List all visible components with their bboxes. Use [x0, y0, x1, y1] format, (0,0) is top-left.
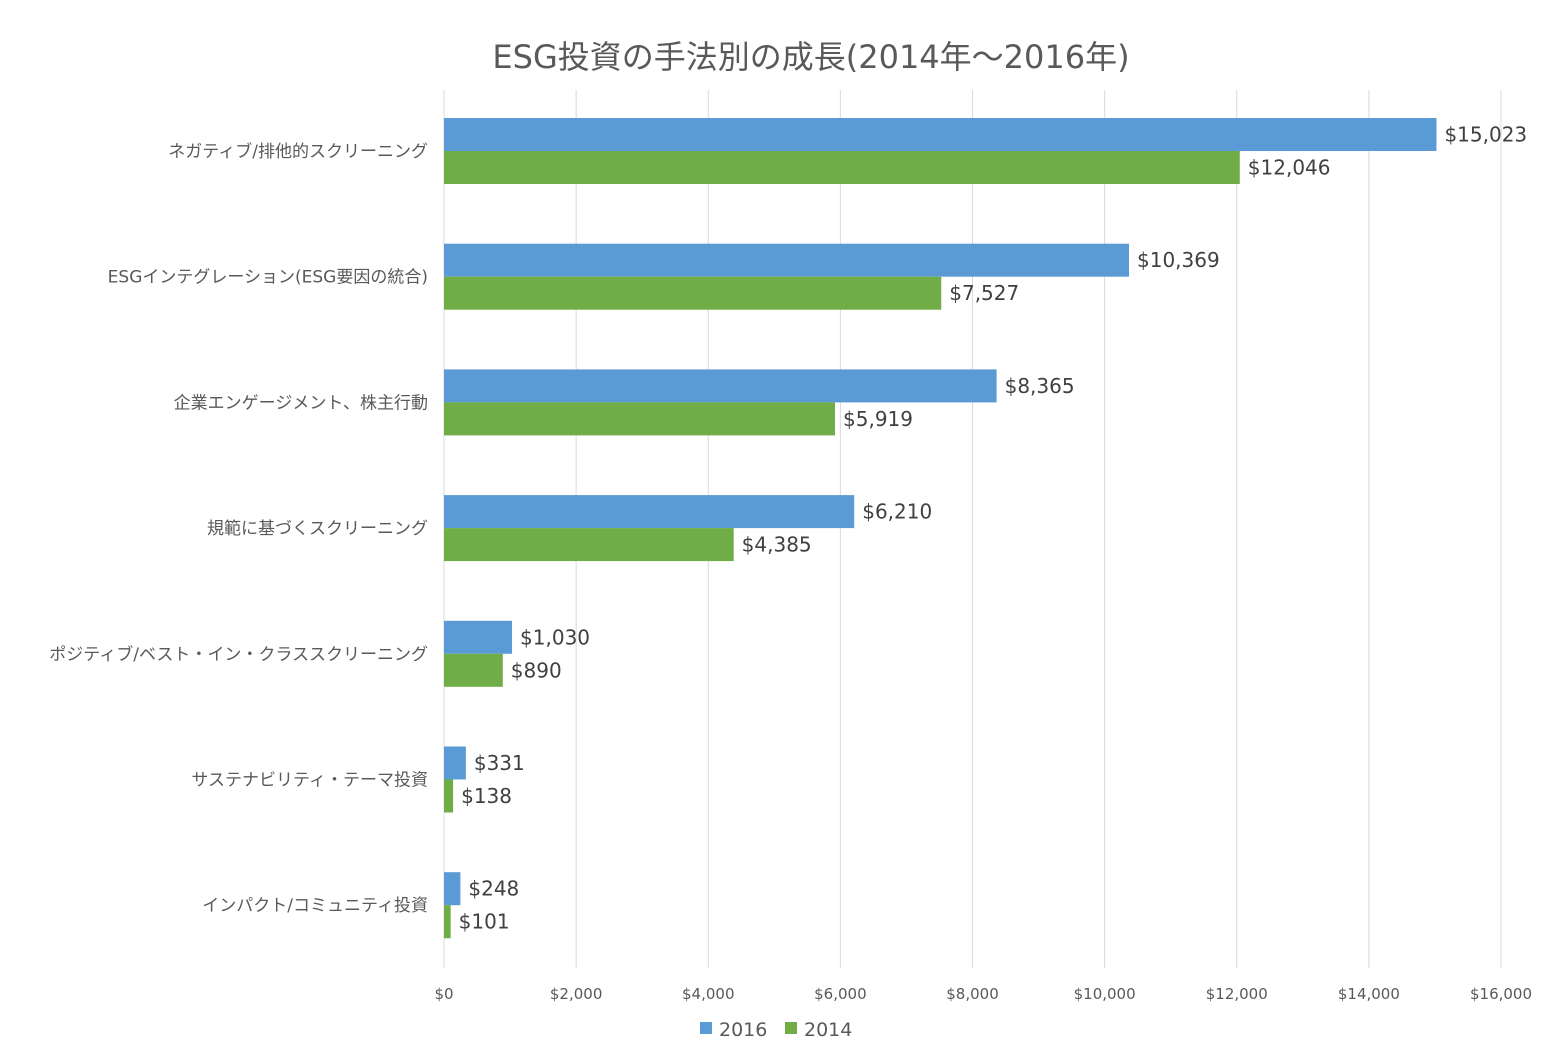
category-label: 規範に基づくスクリーニング	[207, 519, 428, 539]
x-tick-label: $6,000	[814, 985, 867, 1003]
bar-2016	[444, 495, 855, 529]
bar-2014	[444, 402, 836, 436]
bar-2014	[444, 779, 454, 813]
legend-swatch-2014	[785, 1022, 797, 1034]
category-label: ESGインテグレーション(ESG要因の統合)	[108, 268, 428, 288]
x-tick-label: $14,000	[1338, 985, 1400, 1003]
chart-title: ESG投資の手法別の成長(2014年～2016年)	[492, 38, 1129, 76]
bar-2014	[444, 276, 942, 310]
data-label: $4,385	[742, 533, 812, 557]
x-tick-label: $12,000	[1206, 985, 1268, 1003]
category-label: ポジティブ/ベスト・イン・クラススクリーニング	[49, 644, 428, 665]
data-label: $890	[511, 658, 562, 682]
legend-label: 2016	[719, 1019, 767, 1041]
data-label: $7,527	[949, 281, 1019, 305]
bar-2014	[444, 151, 1240, 184]
x-tick-label: $8,000	[946, 985, 999, 1003]
bar-2014	[444, 528, 734, 562]
legend: 2016 2014	[700, 1019, 852, 1041]
bar-2016	[444, 243, 1130, 277]
category-label: ネガティブ/排他的スクリーニング	[168, 141, 428, 162]
data-label: $138	[461, 784, 512, 808]
data-label: $6,210	[862, 500, 932, 524]
data-label: $8,365	[1005, 374, 1075, 398]
legend-label: 2014	[804, 1019, 852, 1041]
data-label: $15,023	[1444, 123, 1527, 147]
x-tick-label: $10,000	[1074, 985, 1136, 1003]
x-tick-label: $2,000	[550, 985, 603, 1003]
data-label: $331	[474, 751, 525, 775]
bar-2016	[444, 746, 466, 780]
data-label: $248	[468, 877, 519, 901]
category-label: サステナビリティ・テーマ投資	[191, 771, 428, 791]
category-labels: ネガティブ/排他的スクリーニング ESGインテグレーション(ESG要因の統合) 企業…	[49, 141, 428, 916]
x-tick-labels: $0 $2,000 $4,000 $6,000 $8,000 $10,000 $12,000…	[434, 985, 1532, 1003]
legend-swatch-2016	[700, 1022, 712, 1034]
bars: $15,023 $12,046 $10,369 $7,527 $8,365 $5,919 $…	[444, 118, 1527, 939]
data-label: $10,369	[1137, 248, 1220, 272]
bar-2016	[444, 369, 997, 403]
x-tick-label: $16,000	[1470, 985, 1532, 1003]
x-tick-label: $4,000	[682, 985, 735, 1003]
data-label: $5,919	[843, 407, 913, 431]
bar-2014	[444, 653, 503, 687]
category-label: 企業エンゲージメント、株主行動	[174, 393, 428, 413]
data-label: $101	[459, 910, 510, 934]
data-label: $12,046	[1248, 156, 1331, 180]
category-label: インパクト/コミュニティ投資	[202, 896, 428, 916]
bar-2016	[444, 620, 513, 654]
bar-2016	[444, 118, 1437, 151]
bar-2014	[444, 905, 451, 939]
data-label: $1,030	[520, 625, 590, 649]
bar-2016	[444, 872, 461, 906]
x-tick-label: $0	[434, 985, 453, 1003]
